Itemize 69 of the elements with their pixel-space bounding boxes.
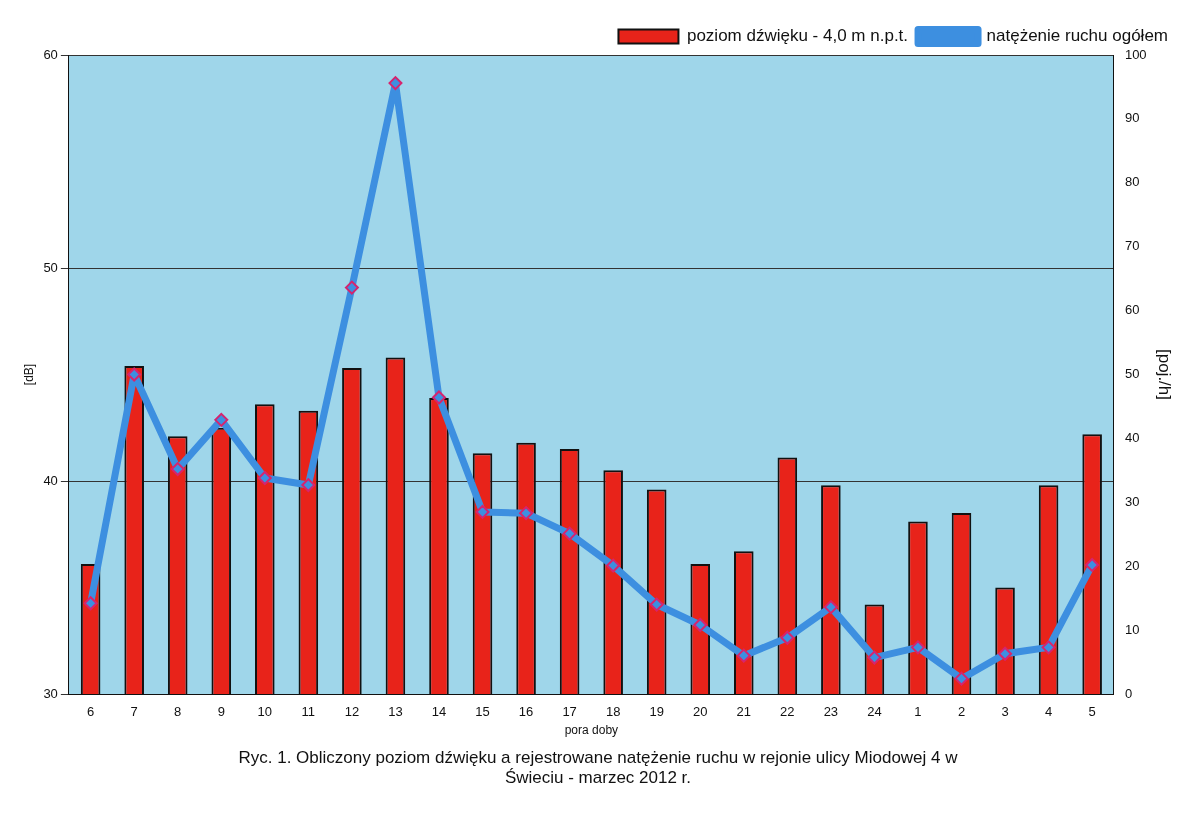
y2-axis-title: [poj./h] xyxy=(1155,348,1175,401)
point xyxy=(1041,640,1056,655)
point xyxy=(954,671,969,686)
point xyxy=(649,597,664,612)
y2-tick-label: 70 xyxy=(1124,238,1140,254)
point xyxy=(562,526,577,541)
y-tick-label: 60 xyxy=(43,46,58,62)
y2-tick-label: 40 xyxy=(1124,429,1140,445)
x-tick-label: 8 xyxy=(174,704,182,720)
point xyxy=(431,390,446,405)
point xyxy=(257,471,272,486)
point xyxy=(127,367,142,382)
x-axis-title: pora doby xyxy=(564,723,619,738)
x-tick-label: 4 xyxy=(1044,704,1053,720)
point xyxy=(214,412,229,427)
point xyxy=(823,600,838,615)
point xyxy=(1085,557,1100,572)
point xyxy=(693,617,708,632)
x-tick-label: 18 xyxy=(605,704,621,720)
point xyxy=(170,462,185,477)
legend-label: natężenie ruchu ogółem xyxy=(986,26,1169,46)
x-tick-label: 7 xyxy=(130,704,138,720)
y-tick-label: 50 xyxy=(43,259,58,275)
x-tick-label: 11 xyxy=(301,704,316,720)
x-tick-label: 24 xyxy=(867,704,882,720)
y-tick-label: 40 xyxy=(43,472,58,488)
point xyxy=(519,506,534,521)
y2-tick-label: 0 xyxy=(1124,685,1133,701)
x-tick-label: 5 xyxy=(1088,704,1096,720)
point xyxy=(301,478,316,493)
y2-tick-label: 20 xyxy=(1124,557,1140,573)
x-tick-label: 19 xyxy=(649,704,664,720)
x-tick-label: 13 xyxy=(388,704,403,720)
point xyxy=(83,596,98,611)
text: Ryc. 1. Obliczony poziom dźwięku a rejestrowane natężenie ruchu w rejonie ulicy Miodowej 4 w Świeciu - marzec 2012 r. xyxy=(237,748,959,788)
point xyxy=(736,648,751,663)
y2-tick-label: 50 xyxy=(1124,366,1140,382)
x-tick-label: 23 xyxy=(823,704,839,720)
point xyxy=(344,280,359,295)
legend-label: poziom dźwięku - 4,0 m n.p.t. xyxy=(686,26,909,46)
x-tick-label: 21 xyxy=(736,704,752,720)
y2-tick-label: 90 xyxy=(1124,110,1140,126)
y2-tick-label: 10 xyxy=(1124,621,1140,637)
point xyxy=(998,646,1013,661)
x-tick-label: 16 xyxy=(518,704,534,720)
point xyxy=(780,630,795,645)
y2-tick-label: 60 xyxy=(1124,302,1140,318)
point xyxy=(388,76,403,91)
point xyxy=(606,558,621,573)
x-tick-label: 20 xyxy=(693,704,708,720)
y2-tick-label: 30 xyxy=(1124,493,1140,509)
y2-tick-label: 80 xyxy=(1124,174,1140,190)
point xyxy=(475,504,490,519)
x-tick-label: 22 xyxy=(780,704,795,720)
y2-tick-label: 100 xyxy=(1124,46,1147,62)
x-tick-label: 2 xyxy=(957,704,966,720)
x-tick-label: 15 xyxy=(475,704,490,720)
x-tick-label: 6 xyxy=(87,704,95,720)
x-tick-label: 12 xyxy=(344,704,360,720)
x-tick-label: 9 xyxy=(217,704,225,720)
point xyxy=(910,640,925,655)
y-tick-label: 30 xyxy=(43,685,58,701)
y-axis-title: [dB] xyxy=(21,363,36,386)
x-tick-label: 3 xyxy=(1001,704,1009,720)
x-tick-label: 1 xyxy=(914,704,922,720)
point xyxy=(867,650,882,665)
x-tick-label: 10 xyxy=(257,704,273,720)
x-tick-label: 17 xyxy=(562,704,577,720)
x-tick-label: 14 xyxy=(431,704,447,720)
